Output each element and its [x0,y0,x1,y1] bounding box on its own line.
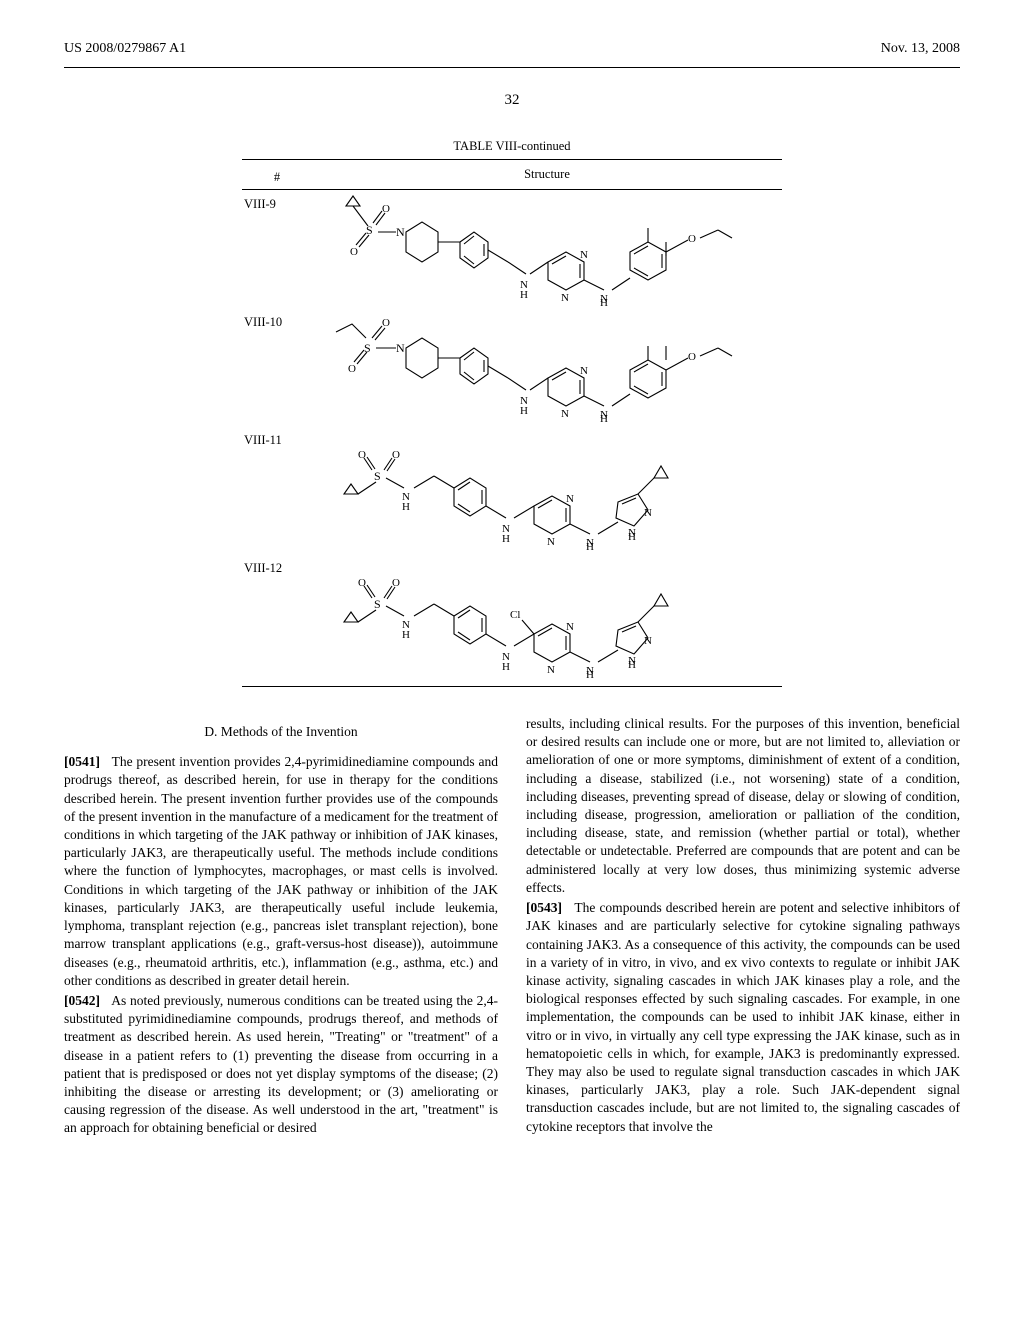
svg-text:O: O [392,449,400,461]
svg-text:H: H [402,629,410,641]
svg-text:N: N [580,365,588,377]
patent-pub-date: Nov. 13, 2008 [881,40,960,59]
header-divider [64,67,960,68]
structure-viii-9: S O O N N H [322,190,772,308]
svg-text:O: O [382,203,390,215]
svg-text:H: H [502,661,510,673]
structure-table: TABLE VIII-continued # Structure VIII-9 … [242,138,782,687]
svg-text:N: N [547,536,555,548]
structure-cell: S O O N N H N N N [312,308,782,426]
structure-cell: S O O N N H [312,190,782,308]
para-text: The present invention provides 2,4-pyrim… [64,754,498,988]
svg-text:N: N [644,507,652,519]
table-row: VIII-10 S O O N N H [242,308,782,426]
structure-cell: S O O N H N H [312,426,782,554]
para-number: [0543] [526,900,562,915]
svg-text:N: N [396,341,405,355]
svg-text:N: N [644,635,652,647]
svg-text:H: H [628,531,636,543]
page-number: 32 [64,90,960,110]
table-row: VIII-11 S O O N H [242,426,782,554]
table-title: TABLE VIII-continued [242,138,782,155]
structure-viii-11: S O O N H N H [322,426,772,554]
table-row: VIII-9 S O O N [242,190,782,308]
left-column: D. Methods of the Invention [0541] The p… [64,715,498,1140]
col-header-structure: Structure [312,163,782,186]
svg-text:S: S [374,597,381,611]
svg-text:O: O [688,351,696,363]
svg-text:H: H [600,413,608,425]
svg-text:H: H [402,501,410,513]
svg-text:N: N [566,493,574,505]
rule [242,686,782,687]
svg-text:S: S [366,223,373,237]
paragraph-continuation: results, including clinical results. For… [526,715,960,897]
compound-id: VIII-9 [242,190,312,308]
svg-text:N: N [547,664,555,676]
svg-text:O: O [392,577,400,589]
svg-text:H: H [628,659,636,671]
patent-pub-number: US 2008/0279867 A1 [64,40,186,59]
structure-cell: S O O N H N H N N [312,554,782,682]
para-text: The compounds described herein are poten… [526,900,960,1134]
structure-viii-10: S O O N N H N N N [322,308,772,426]
svg-text:O: O [382,317,390,329]
compound-id: VIII-10 [242,308,312,426]
svg-text:H: H [586,541,594,553]
patent-header: US 2008/0279867 A1 Nov. 13, 2008 [64,40,960,59]
svg-text:S: S [364,341,371,355]
svg-text:O: O [348,363,356,375]
para-number: [0542] [64,993,100,1008]
svg-text:N: N [561,408,569,420]
body-columns: D. Methods of the Invention [0541] The p… [64,715,960,1140]
svg-text:H: H [586,669,594,681]
table-row: VIII-12 S O O N H N H [242,554,782,682]
svg-text:N: N [566,621,574,633]
svg-text:H: H [502,533,510,545]
structure-viii-12: S O O N H N H N N [322,554,772,682]
paragraph: [0541] The present invention provides 2,… [64,753,498,990]
svg-text:H: H [600,297,608,308]
para-text: As noted previously, numerous conditions… [64,993,498,1136]
para-number: [0541] [64,754,100,769]
svg-text:H: H [520,289,528,301]
svg-text:N: N [580,249,588,261]
paragraph: [0542] As noted previously, numerous con… [64,992,498,1138]
svg-text:O: O [350,246,358,258]
svg-text:Cl: Cl [510,609,520,621]
svg-text:O: O [358,449,366,461]
svg-text:O: O [688,233,696,245]
svg-text:O: O [358,577,366,589]
compound-id: VIII-11 [242,426,312,554]
table-header-row: # Structure [242,160,782,189]
svg-text:S: S [374,469,381,483]
para-text: results, including clinical results. For… [526,716,960,895]
col-header-id: # [242,163,312,186]
section-heading: D. Methods of the Invention [64,723,498,741]
compound-id: VIII-12 [242,554,312,682]
svg-text:H: H [520,405,528,417]
paragraph: [0543] The compounds described herein ar… [526,899,960,1136]
svg-text:N: N [396,225,405,239]
svg-text:N: N [561,292,569,304]
right-column: results, including clinical results. For… [526,715,960,1140]
